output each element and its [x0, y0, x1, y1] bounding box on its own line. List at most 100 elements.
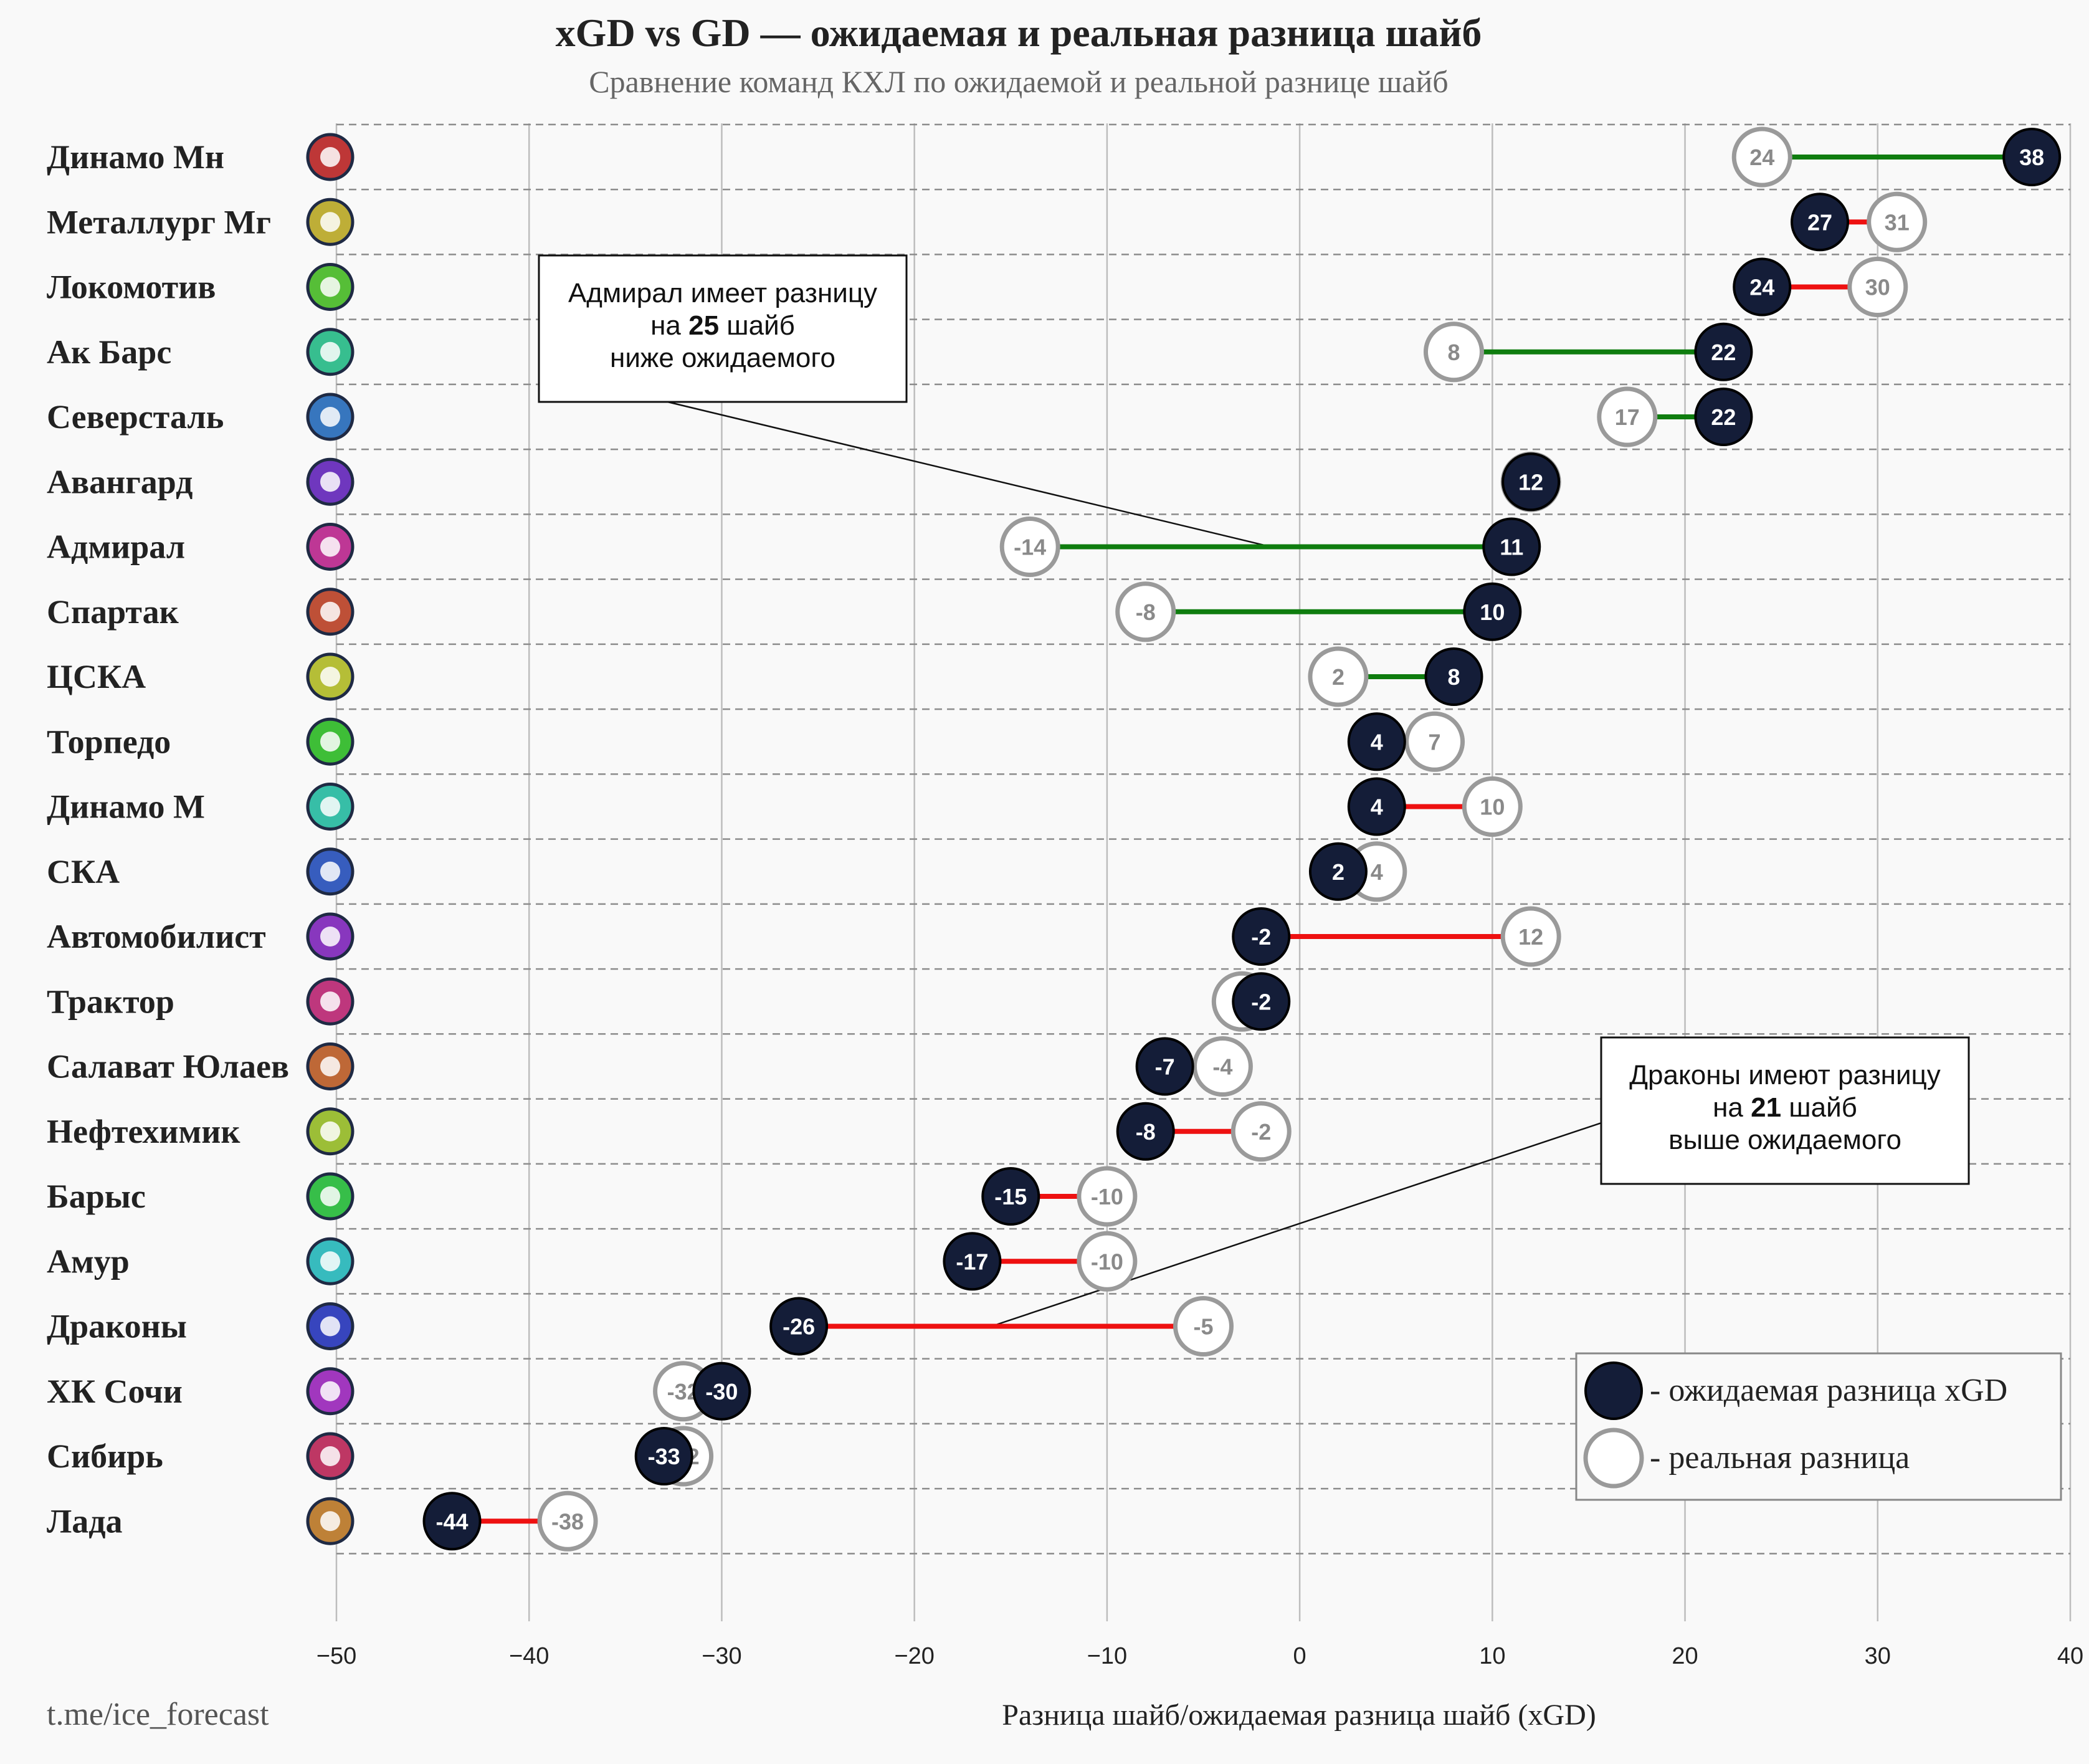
team-name: Торпедо: [47, 723, 171, 760]
legend-box: [1575, 1352, 2062, 1501]
xgd-point: [1733, 257, 1792, 317]
logo-inner-shape: [320, 667, 340, 687]
x-tick-label: −30: [702, 1643, 741, 1669]
team-name: Салават Юлаев: [47, 1048, 289, 1085]
team-name: ХК Сочи: [47, 1373, 183, 1410]
annotation-text: Адмирал имеет разницу: [568, 278, 877, 308]
sochi-logo-icon: [306, 1367, 355, 1416]
gd-point: [1077, 1231, 1138, 1292]
gd-point: [999, 517, 1060, 577]
annotation-box: [1600, 1036, 1970, 1185]
logo-inner-shape: [320, 407, 340, 427]
xgd-label: 22: [1711, 340, 1736, 365]
xgd-point: [981, 1167, 1040, 1226]
team-name: Динамо М: [47, 788, 205, 826]
xgd-label: 4: [1371, 729, 1383, 755]
dragons-logo-icon: [306, 1302, 355, 1350]
gd-point: [1192, 1036, 1253, 1097]
logo-inner-shape: [320, 796, 340, 817]
legend: - ожидаемая разница xGD - реальная разниц…: [1575, 1352, 2062, 1501]
xgd-label: -7: [1155, 1054, 1175, 1080]
team-name: Динамо Мн: [47, 138, 224, 176]
annotation-text: выше ожидаемого: [1668, 1125, 1901, 1155]
chart-title: xGD vs GD — ожидаемая и реальная разница…: [556, 11, 1482, 55]
avtomobilist-logo-icon: [306, 912, 355, 961]
x-tick-label: −50: [316, 1643, 356, 1669]
gd-point: [1597, 386, 1658, 447]
xgd-point: [1135, 1037, 1194, 1096]
gd-label: 30: [1865, 275, 1890, 300]
xgd-point: [1424, 647, 1483, 706]
logo-inner-shape: [320, 732, 340, 752]
team-name: Трактор: [47, 983, 174, 1020]
annotation-text: на 25 шайб: [650, 310, 795, 341]
xgd-point: [1463, 582, 1522, 641]
xgd-point: [1308, 842, 1368, 901]
xgd-label: -33: [648, 1444, 680, 1469]
legend-gd-marker: [1583, 1428, 1644, 1489]
annotation-connector: [667, 401, 1272, 548]
logo-inner-shape: [320, 536, 340, 557]
logo-inner-shape: [320, 1056, 340, 1077]
dinamo-minsk-logo-icon: [306, 133, 355, 181]
team-name: Автомобилист: [47, 918, 266, 955]
xgd-label: -30: [705, 1379, 738, 1404]
team-rows: Динамо Мн Металлург Мг Локомотив Ак Барс Сев…: [47, 133, 355, 1545]
legend-gd-label: - реальная разница: [1650, 1440, 1910, 1476]
xgd-point: [1694, 388, 1753, 446]
xgd-label: 27: [1807, 209, 1832, 235]
gd-label: 7: [1429, 729, 1441, 755]
xgd-point: [1501, 452, 1561, 512]
severstal-logo-icon: [306, 393, 355, 441]
lada-logo-icon: [306, 1497, 355, 1545]
admiral-logo-icon: [306, 523, 355, 571]
xgd-point: [692, 1361, 751, 1421]
logo-inner-shape: [320, 991, 340, 1012]
team-name: Спартак: [47, 593, 179, 631]
xgd-label: 4: [1371, 794, 1383, 820]
logo-inner-shape: [320, 1316, 340, 1337]
gd-point: [1404, 711, 1465, 772]
neftekhimik-logo-icon: [306, 1107, 355, 1156]
gd-point: [1308, 646, 1369, 707]
xgd-label: 8: [1447, 664, 1460, 690]
xgd-label: -15: [994, 1184, 1027, 1209]
gd-point: [1423, 322, 1484, 383]
x-tick-label: 30: [1865, 1643, 1891, 1669]
x-tick-label: −20: [894, 1643, 934, 1669]
gd-point: [1500, 906, 1561, 967]
xgd-point: [1232, 907, 1291, 966]
x-tick-label: 0: [1293, 1643, 1306, 1669]
ak-bars-logo-icon: [306, 328, 355, 376]
team-name: Металлург Мг: [47, 203, 271, 241]
gd-point: [1077, 1166, 1138, 1227]
lokomotiv-logo-icon: [306, 263, 355, 311]
xgd-point: [422, 1492, 482, 1551]
logo-inner-shape: [320, 1186, 340, 1206]
xgd-point: [769, 1297, 829, 1356]
xgd-label: 10: [1480, 599, 1505, 625]
xgd-label: 2: [1332, 859, 1344, 885]
xgd-label: 11: [1500, 535, 1523, 560]
xgd-label: 38: [2019, 145, 2044, 170]
torpedo-logo-icon: [306, 717, 355, 766]
logo-inner-shape: [320, 212, 340, 232]
xgd-label: -8: [1136, 1119, 1156, 1145]
xgd-label: 12: [1518, 469, 1543, 495]
team-name: Ак Барс: [47, 333, 171, 371]
gd-label: -14: [1014, 535, 1046, 560]
logo-inner-shape: [320, 1381, 340, 1401]
team-name: Драконы: [47, 1308, 187, 1345]
team-name: Северсталь: [47, 398, 224, 436]
xgd-point: [1347, 712, 1406, 771]
logo-inner-shape: [320, 341, 340, 362]
avangard-logo-icon: [306, 457, 355, 506]
x-tick-label: −40: [509, 1643, 549, 1669]
dinamo-moscow-logo-icon: [306, 783, 355, 831]
logo-inner-shape: [320, 147, 340, 167]
team-name: ЦСКА: [47, 658, 146, 695]
gd-label: 17: [1615, 404, 1640, 430]
legend-xgd-label: - ожидаемая разница xGD: [1650, 1373, 2007, 1408]
gd-label: -38: [551, 1509, 584, 1534]
xgd-label: -17: [956, 1249, 988, 1274]
